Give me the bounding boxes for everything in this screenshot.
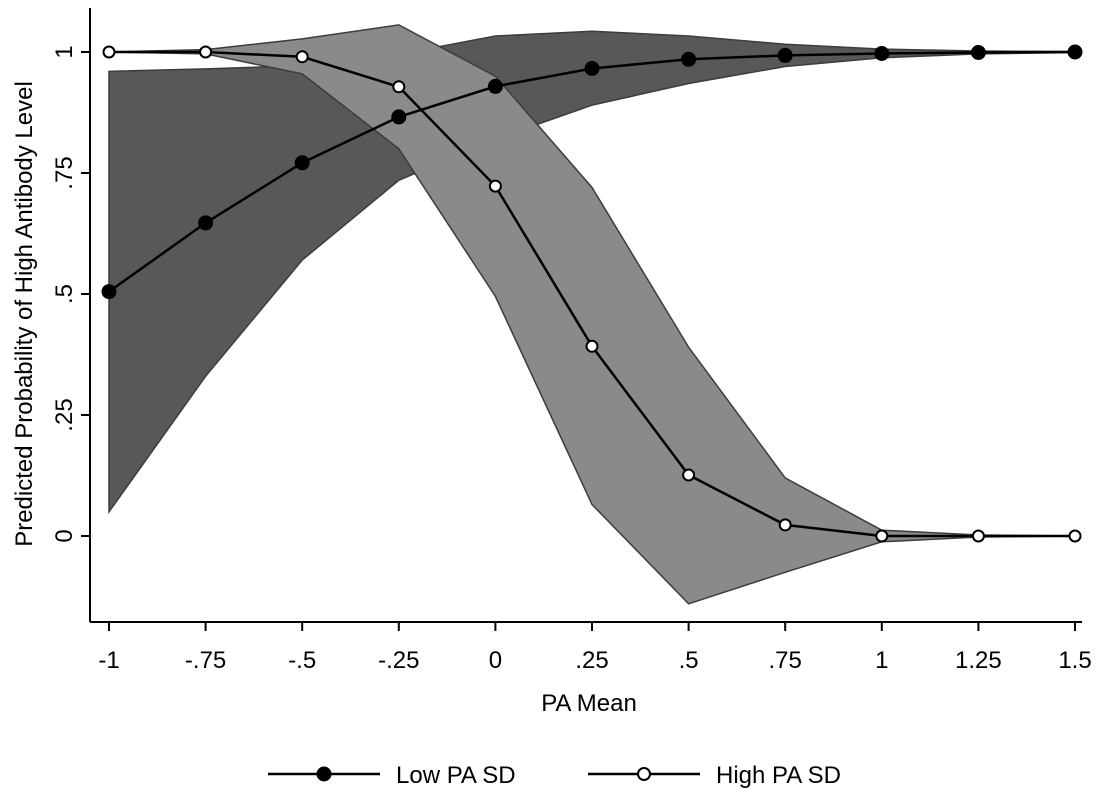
legend-marker-low bbox=[316, 766, 332, 782]
data-point-high-pa-sd bbox=[488, 179, 502, 193]
data-point-low-pa-sd bbox=[198, 215, 214, 231]
x-tick-label: -.75 bbox=[185, 647, 226, 674]
data-point-high-pa-sd bbox=[682, 468, 696, 482]
data-point-high-pa-sd bbox=[875, 529, 889, 543]
data-point-high-pa-sd bbox=[102, 45, 116, 59]
data-point-low-pa-sd bbox=[970, 45, 986, 60]
data-point-low-pa-sd bbox=[294, 155, 310, 171]
y-axis-title: Predicted Probability of High Antibody L… bbox=[11, 81, 38, 547]
data-point-high-pa-sd bbox=[778, 518, 792, 532]
x-axis-title: PA Mean bbox=[541, 690, 637, 717]
x-tick-label: .75 bbox=[769, 647, 802, 674]
data-point-low-pa-sd bbox=[584, 61, 600, 76]
x-tick-label: 1.25 bbox=[955, 647, 1002, 674]
legend-label-high: High PA SD bbox=[716, 762, 841, 789]
data-point-high-pa-sd bbox=[295, 50, 309, 64]
data-point-low-pa-sd bbox=[874, 46, 890, 61]
data-point-high-pa-sd bbox=[1068, 529, 1082, 543]
data-point-low-pa-sd bbox=[681, 51, 697, 67]
x-tick-label: 0 bbox=[489, 647, 502, 674]
ci-bands bbox=[108, 24, 1076, 605]
legend-label-low: Low PA SD bbox=[396, 762, 516, 789]
y-tick-label: 0 bbox=[51, 529, 78, 542]
data-point-low-pa-sd bbox=[1067, 44, 1083, 60]
axes: -1 -.75 -.5 -.25 0 .25 .5 .75 1 1.25 1.5 0 .25 .5 .75 1 bbox=[51, 8, 1092, 674]
data-point-low-pa-sd bbox=[487, 78, 503, 94]
y-tick-label: .75 bbox=[51, 156, 78, 189]
x-tick-label: -1 bbox=[98, 647, 119, 674]
data-point-low-pa-sd bbox=[777, 47, 793, 63]
data-point-low-pa-sd bbox=[101, 284, 117, 300]
y-tick-label: .25 bbox=[51, 398, 78, 431]
data-point-high-pa-sd bbox=[392, 80, 406, 94]
data-point-high-pa-sd bbox=[585, 339, 599, 353]
data-point-high-pa-sd bbox=[971, 529, 985, 543]
x-tick-label: .5 bbox=[679, 647, 699, 674]
x-tick-label: .25 bbox=[575, 647, 608, 674]
x-tick-label: 1.5 bbox=[1058, 647, 1091, 674]
x-tick-label: 1 bbox=[875, 647, 888, 674]
series-markers bbox=[101, 44, 1083, 543]
x-tick-label: -.25 bbox=[378, 647, 419, 674]
legend: Low PA SD High PA SD bbox=[268, 762, 841, 789]
data-point-low-pa-sd bbox=[391, 109, 407, 125]
legend-item-low-pa-sd: Low PA SD bbox=[268, 762, 516, 789]
y-tick-label: .5 bbox=[51, 284, 78, 304]
y-tick-label: 1 bbox=[51, 45, 78, 58]
x-tick-label: -.5 bbox=[288, 647, 316, 674]
legend-marker-high bbox=[637, 767, 651, 781]
legend-item-high-pa-sd: High PA SD bbox=[588, 762, 841, 789]
data-point-high-pa-sd bbox=[199, 45, 213, 59]
